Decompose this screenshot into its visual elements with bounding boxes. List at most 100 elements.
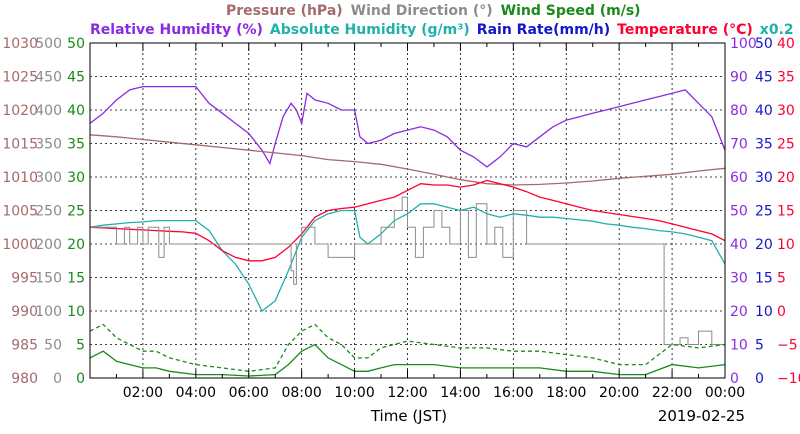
- header-line1-1: Wind Direction (°): [351, 3, 493, 19]
- axis-rain-rate-tick: 45: [755, 70, 773, 86]
- axis-rain-rate-tick: 10: [755, 304, 773, 320]
- axis-temperature-tick: 10: [777, 237, 795, 253]
- axis-wind-speed-tick: 10: [67, 304, 85, 320]
- axis-wind-speed-tick: 25: [67, 204, 85, 220]
- axis-pressure-tick: 980: [11, 371, 38, 387]
- series-group: [89, 85, 726, 377]
- axis-relative-humidity-tick: 70: [730, 137, 748, 153]
- axis-relative-humidity-tick: 0: [730, 371, 739, 387]
- axis-relative-humidity-tick: 90: [730, 70, 748, 86]
- axis-relative-humidity-tick: 40: [730, 237, 748, 253]
- x-tick-label: 08:00: [281, 385, 321, 401]
- axis-wind-direction-tick: 0: [53, 371, 62, 387]
- axis-wind-direction-tick: 150: [35, 271, 62, 287]
- date-label: 2019-02-25: [658, 407, 745, 425]
- axis-temperature-tick: 15: [777, 204, 795, 220]
- axis-relative-humidity-tick: 80: [730, 103, 748, 119]
- axis-temperature-tick: 40: [777, 36, 795, 52]
- axis-wind-speed-tick: 50: [67, 36, 85, 52]
- x-tick-label: 10:00: [334, 385, 374, 401]
- x-tick-label: 20:00: [599, 385, 639, 401]
- axis-wind-direction-tick: 400: [35, 103, 62, 119]
- axis-pressure-tick: 995: [11, 271, 38, 287]
- axis-pressure-tick: 1015: [2, 137, 38, 153]
- x-tick-label: 14:00: [440, 385, 480, 401]
- axis-temperature-tick: 30: [777, 103, 795, 119]
- axis-wind-direction-tick: 200: [35, 237, 62, 253]
- header-line2-0: Relative Humidity (%): [90, 22, 263, 38]
- axis-temperature-tick: −10: [777, 371, 800, 387]
- axis-wind-direction-tick: 100: [35, 304, 62, 320]
- x-tick-label: 12:00: [387, 385, 427, 401]
- axis-wind-speed-tick: 45: [67, 70, 85, 86]
- axis-temperature-tick: 0: [777, 304, 786, 320]
- axis-rain-rate-tick: 30: [755, 170, 773, 186]
- header-line2-1: Absolute Humidity (g/m³): [270, 22, 470, 38]
- axis-rain-rate-tick: 35: [755, 137, 773, 153]
- axis-temperature-tick: −5: [777, 338, 798, 354]
- header-line1-0: Pressure (hPa): [226, 3, 343, 19]
- header-line1-2: Wind Speed (m/s): [501, 3, 641, 19]
- axis-wind-direction-tick: 500: [35, 36, 62, 52]
- header-line2-2: Rain Rate(mm/h): [477, 22, 610, 38]
- axis-pressure-tick: 1020: [2, 103, 38, 119]
- axis-wind-direction-tick: 50: [44, 338, 62, 354]
- axis-rain-rate-tick: 20: [755, 237, 773, 253]
- x-tick-label: 18:00: [546, 385, 586, 401]
- axis-temperature-tick: 25: [777, 137, 795, 153]
- axis-relative-humidity-tick: 10: [730, 338, 748, 354]
- x-tick-label: 04:00: [176, 385, 216, 401]
- axis-pressure-tick: 1010: [2, 170, 38, 186]
- axis-wind-speed-tick: 0: [76, 371, 85, 387]
- axis-rain-rate-tick: 15: [755, 271, 773, 287]
- axis-rain-rate-tick: 25: [755, 204, 773, 220]
- axis-temperature-tick: 35: [777, 70, 795, 86]
- axis-pressure-tick: 990: [11, 304, 38, 320]
- axis-pressure-tick: 1025: [2, 70, 38, 86]
- x-tick-label: 16:00: [493, 385, 533, 401]
- x-tick-label: 06:00: [229, 385, 269, 401]
- x-axis: 02:00 04:00 06:00 08:00 10:00 12:00 14:00 16:00…: [89, 43, 745, 401]
- axis-pressure-tick: 1030: [2, 36, 38, 52]
- axis-wind-direction-tick: 300: [35, 170, 62, 186]
- axis-wind-speed-tick: 15: [67, 271, 85, 287]
- axis-temperature-tick: 20: [777, 170, 795, 186]
- chart-header: Pressure (hPa) Wind Direction (°) Wind Spe…: [90, 3, 794, 38]
- axis-relative-humidity-tick: 20: [730, 304, 748, 320]
- axis-relative-humidity-tick: 30: [730, 271, 748, 287]
- axis-pressure-tick: 1005: [2, 204, 38, 220]
- axis-pressure-tick: 1000: [2, 237, 38, 253]
- axis-wind-direction-tick: 350: [35, 137, 62, 153]
- header-line2-3: Temperature (°C): [617, 22, 753, 38]
- axis-relative-humidity-tick: 50: [730, 204, 748, 220]
- series-absolute-humidity-g-m: [89, 203, 726, 312]
- right-axes: 1009080706050403020100504540353025201510…: [730, 36, 800, 387]
- axis-pressure-tick: 985: [11, 338, 38, 354]
- series-temperature-c: [89, 179, 726, 262]
- axis-wind-speed-tick: 40: [67, 103, 85, 119]
- axis-rain-rate-tick: 50: [755, 36, 773, 52]
- header-line2-4: x0.2: [760, 22, 794, 38]
- axis-wind-direction-tick: 250: [35, 204, 62, 220]
- axis-wind-speed-tick: 30: [67, 170, 85, 186]
- x-tick-label: 00:00: [705, 385, 745, 401]
- x-tick-label: 22:00: [652, 385, 692, 401]
- axis-rain-rate-tick: 40: [755, 103, 773, 119]
- x-axis-label: Time (JST): [370, 407, 447, 425]
- axis-rain-rate-tick: 0: [755, 371, 764, 387]
- x-tick-label: 02:00: [123, 385, 163, 401]
- left-axes: 1030102510201015101010051000995990985980…: [2, 36, 85, 387]
- axis-wind-speed-tick: 20: [67, 237, 85, 253]
- series-relative-humidity: [89, 85, 726, 168]
- axis-wind-speed-tick: 35: [67, 137, 85, 153]
- axis-wind-direction-tick: 450: [35, 70, 62, 86]
- series-pressure-hpa: [89, 134, 726, 186]
- axis-temperature-tick: 5: [777, 271, 786, 287]
- axis-relative-humidity-tick: 60: [730, 170, 748, 186]
- axis-relative-humidity-tick: 100: [730, 36, 757, 52]
- axis-wind-speed-tick: 5: [76, 338, 85, 354]
- axis-rain-rate-tick: 5: [755, 338, 764, 354]
- series-wind-direction: [90, 196, 726, 345]
- series-wind-gust-m-s: [89, 323, 726, 372]
